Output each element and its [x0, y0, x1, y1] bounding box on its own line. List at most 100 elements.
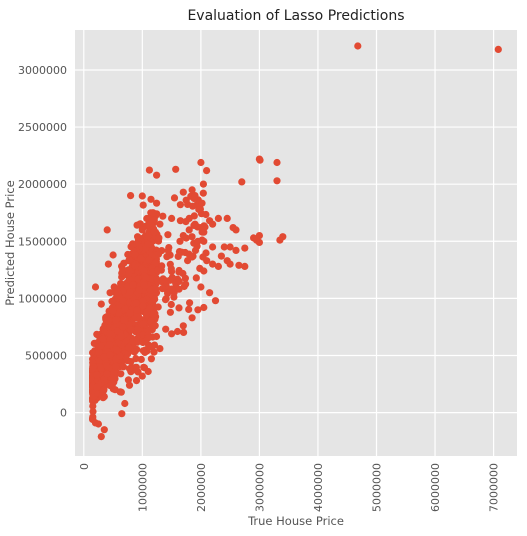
data-point: [118, 410, 126, 418]
data-point: [162, 325, 170, 333]
data-point: [174, 252, 182, 260]
data-point: [139, 302, 147, 310]
data-point: [273, 177, 281, 185]
data-point: [191, 192, 199, 200]
data-point: [103, 370, 111, 378]
data-point: [209, 260, 217, 268]
data-point: [226, 243, 234, 251]
data-point: [214, 214, 222, 222]
data-point: [133, 306, 141, 314]
data-point: [104, 260, 112, 268]
data-point: [147, 195, 155, 203]
data-point: [124, 350, 132, 358]
data-point: [106, 382, 114, 390]
y-tick-label: 1000000: [18, 292, 67, 305]
x-tick-label: 4000000: [312, 463, 325, 512]
data-point: [100, 353, 108, 361]
data-point: [132, 377, 141, 385]
data-point: [241, 244, 249, 252]
chart-title: Evaluation of Lasso Predictions: [187, 8, 404, 24]
data-point: [140, 363, 148, 371]
data-point: [144, 367, 152, 376]
data-point: [153, 199, 161, 207]
x-tick-label: 5000000: [370, 463, 383, 512]
data-point: [91, 283, 100, 291]
data-point: [256, 156, 264, 164]
data-point: [167, 285, 176, 293]
data-point: [124, 250, 132, 259]
data-point: [149, 298, 157, 306]
data-point: [273, 158, 281, 167]
data-point: [132, 299, 140, 307]
data-point: [149, 310, 158, 318]
data-point: [119, 297, 127, 305]
data-point: [175, 304, 183, 312]
data-point: [109, 251, 117, 259]
data-point: [121, 399, 129, 408]
data-point: [188, 186, 196, 194]
data-points: [89, 42, 502, 441]
data-point: [149, 209, 157, 217]
data-point: [127, 192, 135, 200]
data-point: [195, 205, 203, 214]
data-point: [185, 305, 193, 313]
data-point: [89, 402, 97, 410]
data-point: [138, 372, 146, 380]
data-point: [120, 259, 128, 267]
data-point: [147, 355, 155, 363]
data-point: [89, 365, 97, 373]
data-point: [175, 285, 183, 293]
data-point: [250, 234, 258, 242]
data-point: [211, 297, 220, 305]
data-point: [112, 363, 120, 371]
data-point: [167, 265, 175, 273]
data-point: [203, 167, 211, 175]
data-point: [139, 320, 148, 328]
data-point: [200, 237, 208, 245]
data-point: [89, 407, 97, 416]
data-point: [106, 289, 114, 297]
data-point: [125, 381, 134, 389]
data-point: [209, 243, 217, 251]
data-point: [140, 267, 148, 275]
data-point: [140, 281, 148, 289]
y-tick-label: 0: [60, 407, 67, 420]
data-point: [354, 42, 362, 50]
data-point: [168, 330, 176, 338]
y-axis-ticks: 0 500000 1000000 1500000 2000000 2500000 30000…: [18, 64, 67, 420]
data-point: [99, 388, 107, 396]
data-point: [226, 260, 234, 268]
data-point: [135, 286, 143, 294]
data-point: [176, 237, 184, 245]
data-point: [199, 180, 207, 188]
data-point: [125, 365, 134, 373]
data-point: [116, 388, 124, 396]
data-point: [93, 383, 101, 391]
data-point: [112, 316, 120, 324]
data-point: [235, 261, 243, 269]
data-point: [97, 300, 105, 308]
data-point: [119, 363, 127, 371]
data-point: [97, 433, 105, 441]
data-point: [232, 246, 240, 254]
data-point: [151, 322, 159, 330]
data-point: [162, 295, 170, 303]
data-point: [146, 304, 154, 312]
data-point: [181, 248, 189, 257]
data-point: [153, 171, 161, 179]
data-point: [93, 371, 101, 379]
data-point: [157, 266, 165, 274]
data-point: [114, 288, 122, 296]
data-point: [110, 283, 118, 291]
data-point: [206, 289, 214, 297]
data-point: [202, 210, 210, 219]
data-point: [176, 217, 184, 225]
data-point: [206, 217, 214, 225]
data-point: [138, 192, 146, 200]
data-point: [95, 357, 103, 365]
data-point: [191, 220, 199, 228]
data-point: [108, 297, 116, 305]
data-point: [179, 188, 187, 196]
